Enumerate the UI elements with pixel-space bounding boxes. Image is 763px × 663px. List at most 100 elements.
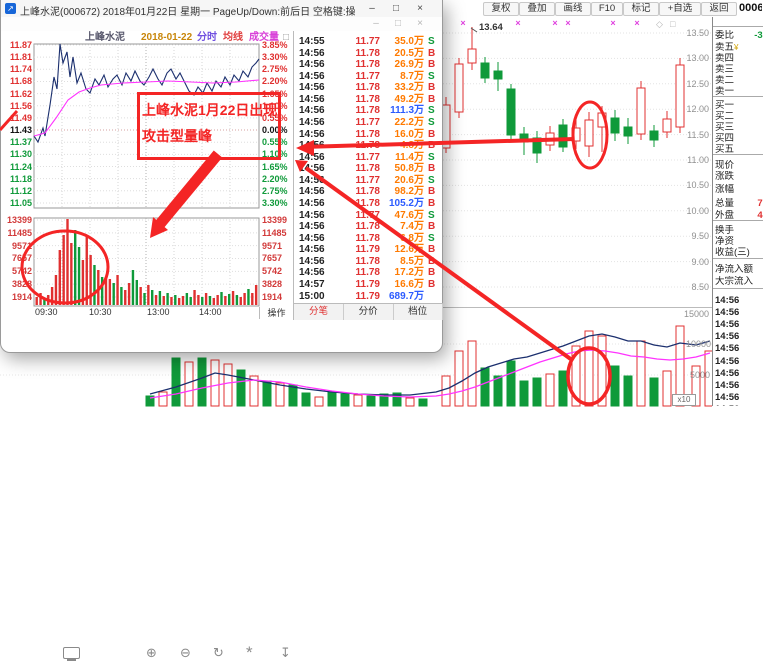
- tick-time: 14:56: [299, 117, 325, 128]
- intraday-price-label: 11.18: [2, 175, 32, 184]
- intraday-vol-label-left: 7657: [2, 254, 32, 263]
- minimize-icon[interactable]: –: [363, 2, 381, 15]
- tick-time: 14:56: [299, 244, 325, 255]
- sidebar-row-买二: 买二1: [713, 111, 763, 122]
- annotation-text-line2: 攻击型量峰: [142, 123, 276, 149]
- inner-minimize-icon[interactable]: –: [367, 17, 385, 30]
- tick-volume: 6.8万: [378, 233, 424, 244]
- sidebar-tick-row[interactable]: 14:561: [713, 392, 763, 403]
- sidebar-tick-row[interactable]: 14:561: [713, 319, 763, 330]
- maximize-icon[interactable]: □: [387, 2, 405, 15]
- refresh-icon[interactable]: ↻: [213, 645, 224, 661]
- header-avg: 均线: [223, 33, 243, 43]
- tick-volume: 4.8万: [378, 140, 424, 151]
- intraday-price-label: 11.49: [2, 114, 32, 123]
- sidebar-tick-row[interactable]: 14:561: [713, 307, 763, 318]
- sidebar-tick-row[interactable]: 14:561: [713, 295, 763, 306]
- tick-price: 11.78: [330, 221, 380, 232]
- header-stock: 上峰水泥: [85, 33, 125, 43]
- sidebar-tick-row[interactable]: 14:561: [713, 356, 763, 367]
- tick-price: 11.78: [330, 163, 380, 174]
- tick-volume: 20.6万: [378, 175, 424, 186]
- zoom-in-icon[interactable]: ⊕: [146, 645, 157, 661]
- tick-direction: S: [428, 233, 435, 244]
- intraday-vol-label-left: 11485: [2, 229, 32, 238]
- screen-icon[interactable]: [63, 647, 80, 659]
- tick-time: 14:56: [299, 210, 325, 221]
- zoom-out-icon[interactable]: ⊖: [180, 645, 191, 661]
- action-button[interactable]: 操作: [259, 307, 293, 319]
- tick-price: 11.78: [330, 48, 380, 59]
- tab-分笔[interactable]: 分笔: [294, 304, 344, 320]
- sidebar-tick-row[interactable]: 14:561: [713, 343, 763, 354]
- sidebar-tick-time: 14:56: [715, 356, 739, 367]
- inner-close-icon[interactable]: ×: [411, 17, 429, 30]
- flash-icon[interactable]: *: [246, 643, 253, 663]
- sidebar-tick-time: 14:56: [715, 331, 739, 342]
- toolbar-button-5[interactable]: 标记: [623, 2, 659, 16]
- sidebar-tick-row[interactable]: 14:561: [713, 368, 763, 379]
- download-icon[interactable]: ↧: [280, 645, 291, 661]
- tab-分价[interactable]: 分价: [344, 304, 394, 320]
- tick-direction: B: [428, 244, 435, 255]
- sidebar-tick-time: 14:56: [715, 368, 739, 379]
- tick-direction: S: [428, 71, 435, 82]
- intraday-price-label: 11.74: [2, 65, 32, 74]
- tick-price: 11.78: [330, 140, 380, 151]
- tick-volume: 689.7万: [378, 291, 424, 302]
- toolbar-button-3[interactable]: 画线: [555, 2, 591, 16]
- inner-maximize-icon[interactable]: □: [389, 17, 407, 30]
- intraday-pct-label: 3.30%: [262, 199, 292, 208]
- tick-price: 11.78: [330, 82, 380, 93]
- sidebar-tick-row[interactable]: 14:561: [713, 380, 763, 391]
- tick-volume: 8.5万: [378, 256, 424, 267]
- toolbar-button-2[interactable]: 叠加: [519, 2, 555, 16]
- close-icon[interactable]: ×: [411, 2, 429, 15]
- time-label: 10:30: [89, 308, 112, 317]
- tab-档位[interactable]: 档位: [393, 304, 443, 320]
- kline-axis-label: 9.00: [691, 258, 709, 267]
- toolbar-button-1[interactable]: 复权: [483, 2, 519, 16]
- toolbar-button-6[interactable]: +自选: [659, 2, 701, 16]
- tick-volume: 111.3万: [378, 105, 424, 116]
- intraday-pct-label: 1.65%: [262, 163, 292, 172]
- intraday-vol-label-right: 7657: [262, 254, 292, 263]
- sidebar-tick-time: 14:56: [715, 319, 739, 330]
- intraday-vol-label-right: 13399: [262, 216, 292, 225]
- intraday-pct-label: 3.30%: [262, 53, 292, 62]
- tick-price: 11.77: [330, 152, 380, 163]
- toolbar-button-4[interactable]: F10: [591, 2, 623, 16]
- sidebar-tick-row[interactable]: 14:561: [713, 331, 763, 342]
- toolbar-button-7[interactable]: 返回: [701, 2, 737, 16]
- intraday-pct-label: 3.85%: [262, 41, 292, 50]
- intraday-price-label: 11.56: [2, 102, 32, 111]
- tick-time: 14:56: [299, 256, 325, 267]
- tick-time: 14:56: [299, 267, 325, 278]
